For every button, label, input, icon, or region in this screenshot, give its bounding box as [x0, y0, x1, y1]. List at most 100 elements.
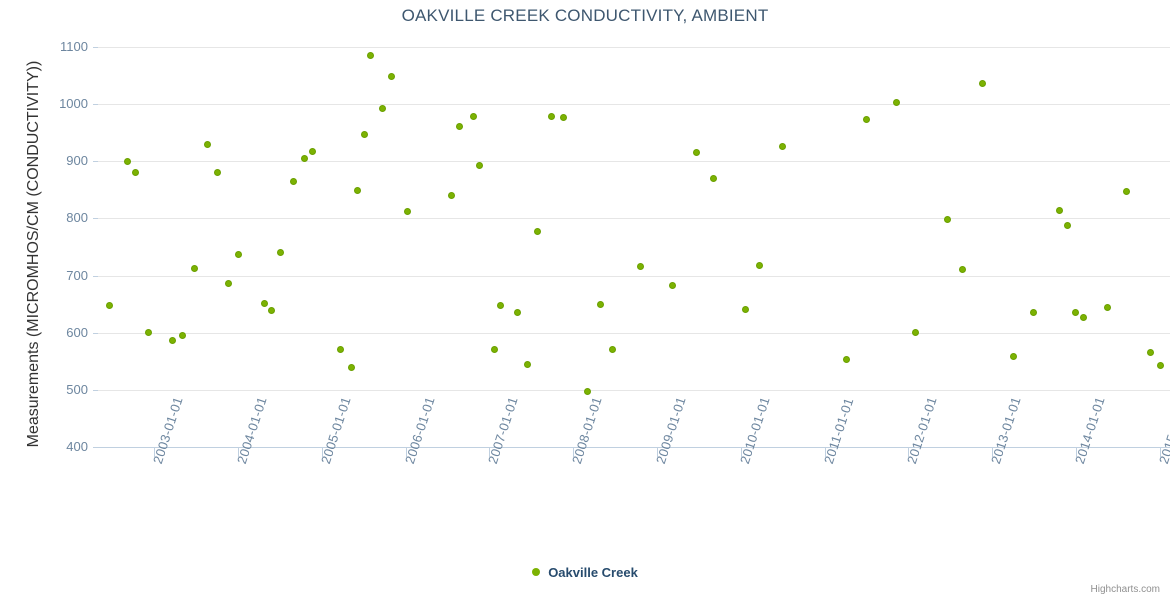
- data-point[interactable]: [669, 281, 677, 289]
- data-point[interactable]: [179, 332, 187, 340]
- data-point[interactable]: [337, 346, 345, 354]
- x-axis-tick-mark: [321, 448, 323, 457]
- data-point[interactable]: [1146, 348, 1154, 356]
- chart-title: OAKVILLE CREEK CONDUCTIVITY, AMBIENT: [401, 6, 769, 25]
- data-point[interactable]: [523, 360, 531, 368]
- data-point[interactable]: [144, 329, 152, 337]
- data-point[interactable]: [862, 115, 870, 123]
- y-axis-tick-mark: [93, 447, 98, 448]
- data-point[interactable]: [741, 306, 749, 314]
- y-axis-tick-mark: [93, 218, 98, 220]
- data-point[interactable]: [1123, 188, 1131, 196]
- data-point[interactable]: [190, 264, 198, 272]
- y-axis-tick-label: 800: [66, 210, 88, 226]
- data-point[interactable]: [290, 178, 298, 186]
- x-axis-tick-mark: [740, 448, 742, 457]
- y-axis-tick-mark: [93, 47, 98, 48]
- data-point[interactable]: [235, 250, 243, 258]
- data-point[interactable]: [404, 208, 412, 216]
- data-point[interactable]: [456, 122, 464, 130]
- data-point[interactable]: [497, 302, 505, 310]
- data-point[interactable]: [1072, 308, 1080, 316]
- data-point[interactable]: [597, 301, 605, 309]
- data-point[interactable]: [979, 79, 987, 87]
- data-point[interactable]: [1010, 352, 1018, 360]
- x-axis-tick-mark: [824, 448, 826, 457]
- data-point[interactable]: [778, 142, 786, 150]
- data-point[interactable]: [448, 191, 455, 199]
- chart-legend: Oakville Creek: [0, 563, 1170, 581]
- x-axis-tick-mark: [237, 448, 239, 457]
- data-point[interactable]: [267, 306, 275, 314]
- data-point[interactable]: [1104, 303, 1112, 311]
- data-point[interactable]: [710, 174, 718, 182]
- y-axis-tick-label: 700: [66, 267, 88, 283]
- y-axis-tick-mark: [93, 332, 98, 334]
- data-point[interactable]: [534, 227, 542, 235]
- y-gridline: [98, 218, 1170, 220]
- data-point[interactable]: [367, 52, 375, 60]
- y-axis-tick-mark: [93, 104, 98, 106]
- y-axis-tick-label: 500: [66, 381, 88, 397]
- data-point[interactable]: [1157, 361, 1165, 369]
- data-point[interactable]: [476, 162, 484, 170]
- data-point[interactable]: [168, 337, 176, 345]
- data-point[interactable]: [1063, 222, 1071, 230]
- data-point[interactable]: [224, 279, 232, 287]
- data-point[interactable]: [943, 216, 951, 224]
- data-point[interactable]: [959, 266, 967, 274]
- data-point[interactable]: [203, 140, 211, 148]
- data-point[interactable]: [584, 388, 592, 396]
- x-axis-tick-mark: [908, 448, 910, 457]
- highcharts-credits: Highcharts.com: [1090, 584, 1160, 595]
- y-gridline: [98, 389, 1170, 391]
- data-point[interactable]: [105, 301, 113, 309]
- data-point[interactable]: [548, 113, 556, 121]
- data-point[interactable]: [911, 328, 919, 336]
- legend-marker-icon: [532, 568, 541, 576]
- data-point[interactable]: [756, 261, 764, 269]
- data-point[interactable]: [514, 308, 522, 316]
- data-point[interactable]: [1079, 313, 1087, 321]
- data-point[interactable]: [347, 363, 355, 371]
- x-axis-tick-mark: [405, 448, 407, 457]
- x-axis-line: [98, 447, 1170, 448]
- data-point[interactable]: [692, 148, 700, 156]
- y-axis-tick-mark: [93, 389, 98, 391]
- y-axis-tick-label: 400: [66, 439, 88, 454]
- data-point[interactable]: [300, 154, 308, 162]
- data-point[interactable]: [353, 186, 361, 194]
- data-point[interactable]: [131, 168, 139, 176]
- plot-area: [98, 47, 1170, 448]
- data-point[interactable]: [378, 105, 386, 113]
- y-gridline: [98, 47, 1170, 48]
- data-point[interactable]: [491, 346, 499, 354]
- data-point[interactable]: [842, 356, 850, 364]
- data-point[interactable]: [1055, 206, 1063, 214]
- y-axis-tick-mark: [93, 161, 98, 163]
- y-gridline: [98, 104, 1170, 106]
- data-point[interactable]: [892, 98, 900, 106]
- y-axis-tick-label: 1100: [60, 39, 88, 54]
- data-point[interactable]: [260, 300, 268, 308]
- x-axis-tick-mark: [657, 448, 659, 457]
- legend-item-label: Oakville Creek: [548, 564, 638, 580]
- y-gridline: [98, 161, 1170, 163]
- data-point[interactable]: [123, 157, 131, 165]
- data-point[interactable]: [636, 262, 644, 270]
- x-axis-tick-mark: [1159, 448, 1161, 457]
- x-axis-tick-mark: [154, 448, 156, 457]
- data-point[interactable]: [470, 113, 478, 121]
- legend-item-oakville-creek[interactable]: Oakville Creek: [532, 565, 638, 580]
- data-point[interactable]: [214, 169, 222, 177]
- data-point[interactable]: [277, 248, 285, 256]
- y-axis-title: Measurements (MICROMHOS/CM (CONDUCTIVITY…: [25, 60, 42, 448]
- data-point[interactable]: [388, 73, 396, 81]
- data-point[interactable]: [1030, 309, 1038, 317]
- data-point[interactable]: [308, 148, 316, 156]
- data-point[interactable]: [360, 130, 368, 138]
- data-point[interactable]: [559, 113, 567, 121]
- data-point[interactable]: [608, 346, 616, 354]
- x-axis-tick-mark: [489, 448, 491, 457]
